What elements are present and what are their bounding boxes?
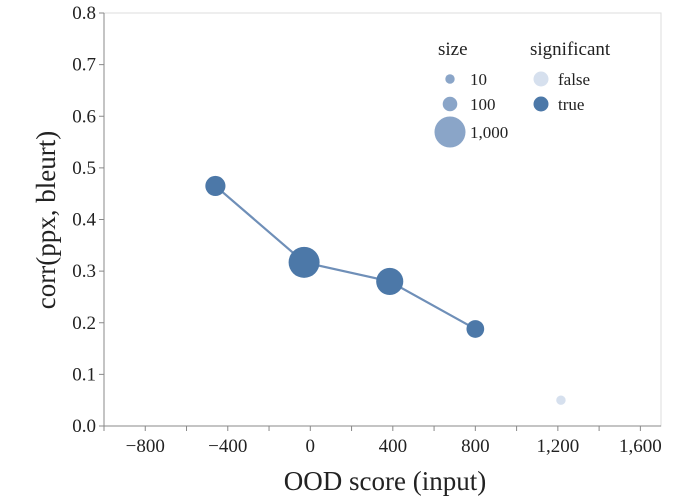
data-point — [205, 175, 226, 197]
marks-layer — [205, 175, 566, 405]
x-tick-label: −400 — [208, 436, 247, 457]
x-tick-label: 1,200 — [536, 436, 579, 457]
y-tick-label: 0.0 — [72, 416, 96, 437]
legend-size-label: 1,000 — [470, 123, 508, 142]
x-tick-label: 800 — [461, 436, 490, 457]
legend-color-symbol — [533, 71, 549, 87]
y-tick-label: 0.8 — [72, 3, 96, 24]
legend-color-label: true — [558, 95, 584, 114]
data-point — [288, 246, 320, 278]
y-tick-label: 0.6 — [72, 106, 96, 127]
y-tick-label: 0.4 — [72, 210, 96, 231]
legend-size-title: size — [438, 39, 468, 60]
legend-size-symbol — [442, 96, 458, 112]
x-tick-label: −800 — [126, 436, 165, 457]
legend-size-symbol — [445, 74, 455, 84]
legend-significant-title: significant — [530, 39, 611, 60]
legend-color-symbol — [533, 96, 549, 112]
x-axis-title: OOD score (input) — [284, 466, 486, 496]
legend-size-label: 100 — [470, 95, 496, 114]
axes-layer: 0.0 0.1 0.2 0.3 0.4 0.5 0.6 0.7 0.8 −800 −400 0 400 8… — [72, 3, 661, 457]
x-tick-label: 1,600 — [619, 436, 662, 457]
y-tick-label: 0.1 — [72, 364, 96, 385]
x-tick-label: 400 — [379, 436, 408, 457]
legend-size-label: 10 — [470, 70, 487, 89]
legend-size-symbol — [434, 116, 466, 148]
y-tick-label: 0.3 — [72, 261, 96, 282]
y-tick-label: 0.5 — [72, 158, 96, 179]
data-point — [556, 395, 566, 405]
y-tick-label: 0.2 — [72, 313, 96, 334]
data-point — [376, 267, 404, 296]
legend-color-label: false — [558, 70, 590, 89]
series-line — [214, 185, 476, 330]
y-tick-label: 0.7 — [72, 55, 96, 76]
data-point — [466, 320, 485, 338]
y-axis-title: corr(ppx, bleurt) — [31, 131, 61, 309]
legend: size significant 10 100 1,000 false true — [434, 39, 611, 148]
x-tick-label: 0 — [306, 436, 316, 457]
